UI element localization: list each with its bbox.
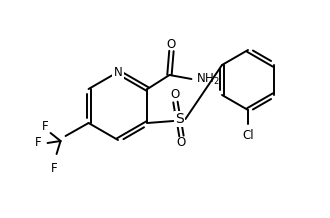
Text: NH$_2$: NH$_2$: [196, 72, 220, 87]
Text: S: S: [175, 112, 184, 126]
Text: N: N: [114, 65, 122, 78]
Text: Cl: Cl: [242, 129, 254, 142]
Text: O: O: [171, 89, 180, 102]
Text: O: O: [177, 136, 186, 150]
Text: F: F: [51, 162, 58, 175]
Text: O: O: [167, 37, 176, 51]
Text: F: F: [42, 121, 49, 133]
Text: F: F: [35, 136, 42, 150]
